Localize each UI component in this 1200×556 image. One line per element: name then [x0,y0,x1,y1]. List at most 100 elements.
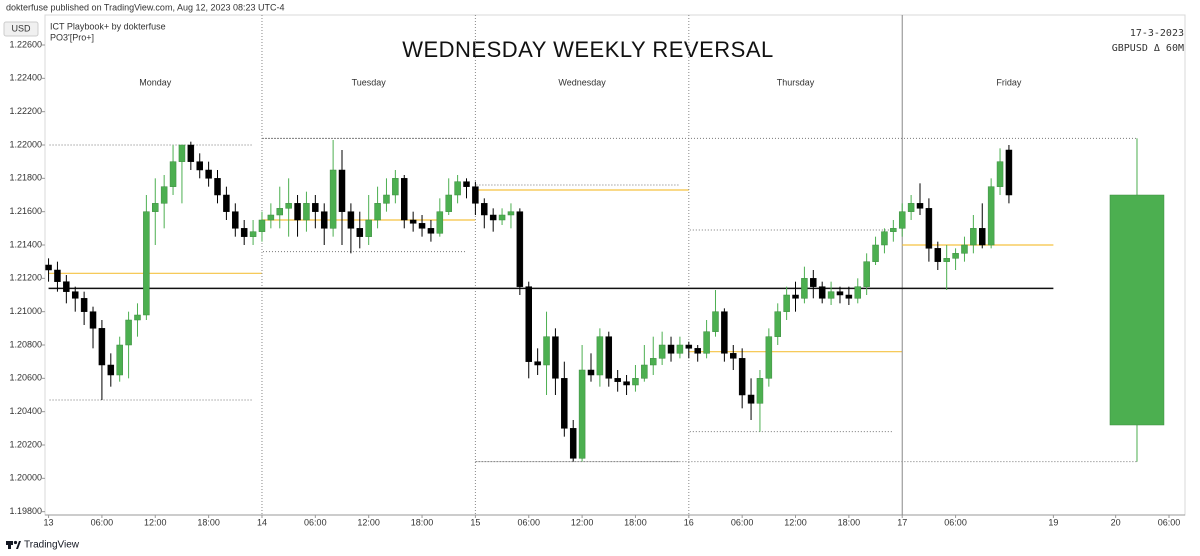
candle-body [401,178,408,221]
x-tick-label: 06:00 [731,517,754,527]
candle-body [596,336,604,376]
candle-body [63,281,70,292]
candle-body [454,181,461,196]
session-label: Thursday [777,77,815,87]
candle-body [463,181,470,187]
candle-body [418,223,426,229]
candle-body [934,248,942,262]
candle-body [552,336,559,379]
y-tick-label: 1.22200 [9,106,42,116]
candle-body [303,203,310,221]
candle-body [747,394,755,404]
y-tick-label: 1.22000 [9,139,42,149]
candle-body [1005,149,1013,196]
candle-body [45,264,52,271]
y-tick-label: 1.22600 [9,39,42,49]
candle-body [178,144,186,162]
candle-body [267,214,275,221]
candle-body [827,291,835,299]
indicator-settings: PO3'[Pro+] [50,32,94,42]
x-tick-label: 12:00 [784,517,807,527]
candle-body [774,311,781,337]
candle-body [845,294,853,299]
candle-body [569,428,577,459]
candle-body [916,203,924,209]
indicator: ICT Playbook+ by dokterfuse [50,21,166,31]
candle-body [294,203,301,221]
candle-body [943,258,950,262]
candle-body [338,169,346,212]
candle-body [409,219,417,224]
candle-body [863,261,870,287]
candle-body [854,286,862,299]
candle-body [445,194,452,212]
x-tick-label: 15 [470,517,480,527]
y-tick-label: 1.20600 [9,373,42,383]
candle-body [667,344,675,354]
x-tick-label: 16 [684,517,694,527]
candle-body [890,228,897,232]
candle-body [481,203,488,216]
candle-body [712,311,719,332]
candle-body [169,161,177,187]
x-tick-label: 18:00 [411,517,434,527]
x-tick-label: 12:00 [571,517,594,527]
y-tick-label: 1.21400 [9,239,42,249]
candle-body [561,378,568,429]
candle-body [765,336,773,379]
candle-body [232,211,239,229]
candle-body [694,348,701,354]
candle-body [312,203,319,212]
candle-body [810,278,817,287]
candle-body [730,353,737,359]
candle-body [116,344,123,376]
candle-body [205,169,212,179]
candle-body [507,211,515,216]
y-tick-label: 1.20800 [9,339,42,349]
candle-body [223,194,230,212]
candle-body [383,194,390,204]
candle-body [836,291,844,296]
x-tick-label: 14 [257,517,267,527]
session-label: Wednesday [558,77,606,87]
candle-body [658,344,666,359]
candle-body [587,369,595,376]
candle-body [516,211,524,287]
candle-body [489,214,497,221]
y-tick-label: 1.21200 [9,273,42,283]
brand-logo [6,540,21,549]
candle-body [125,319,132,346]
x-tick-label: 20 [1111,517,1121,527]
x-tick-label: 13 [44,517,54,527]
x-tick-label: 06:00 [304,517,327,527]
candle-body [685,344,693,349]
candle-body [641,364,648,379]
y-tick-label: 1.22400 [9,73,42,83]
candle-body [970,228,977,246]
candle-body [801,278,808,299]
byline: dokterfuse published on TradingView.com,… [6,2,285,12]
chart-title: WEDNESDAY WEEKLY REVERSAL [402,37,774,62]
candle-body [543,336,550,366]
y-tick-label: 1.21000 [9,306,42,316]
candle-body [756,378,764,404]
x-tick-label: 18:00 [624,517,647,527]
currency: USD [11,23,31,33]
candle-body [472,186,479,204]
candle-body [534,361,541,366]
candle-body [818,286,826,299]
candle-body [525,286,532,362]
candle-body [703,331,710,354]
candle-body [152,203,159,212]
candle-body [881,231,888,246]
candle-body [961,244,968,254]
candle-body [356,228,364,237]
candle-body [285,203,292,209]
candle-body [872,244,879,262]
y-tick-label: 1.20200 [9,439,42,449]
candle-body [320,211,328,229]
candle-body [160,186,168,204]
session-label: Tuesday [352,77,387,87]
